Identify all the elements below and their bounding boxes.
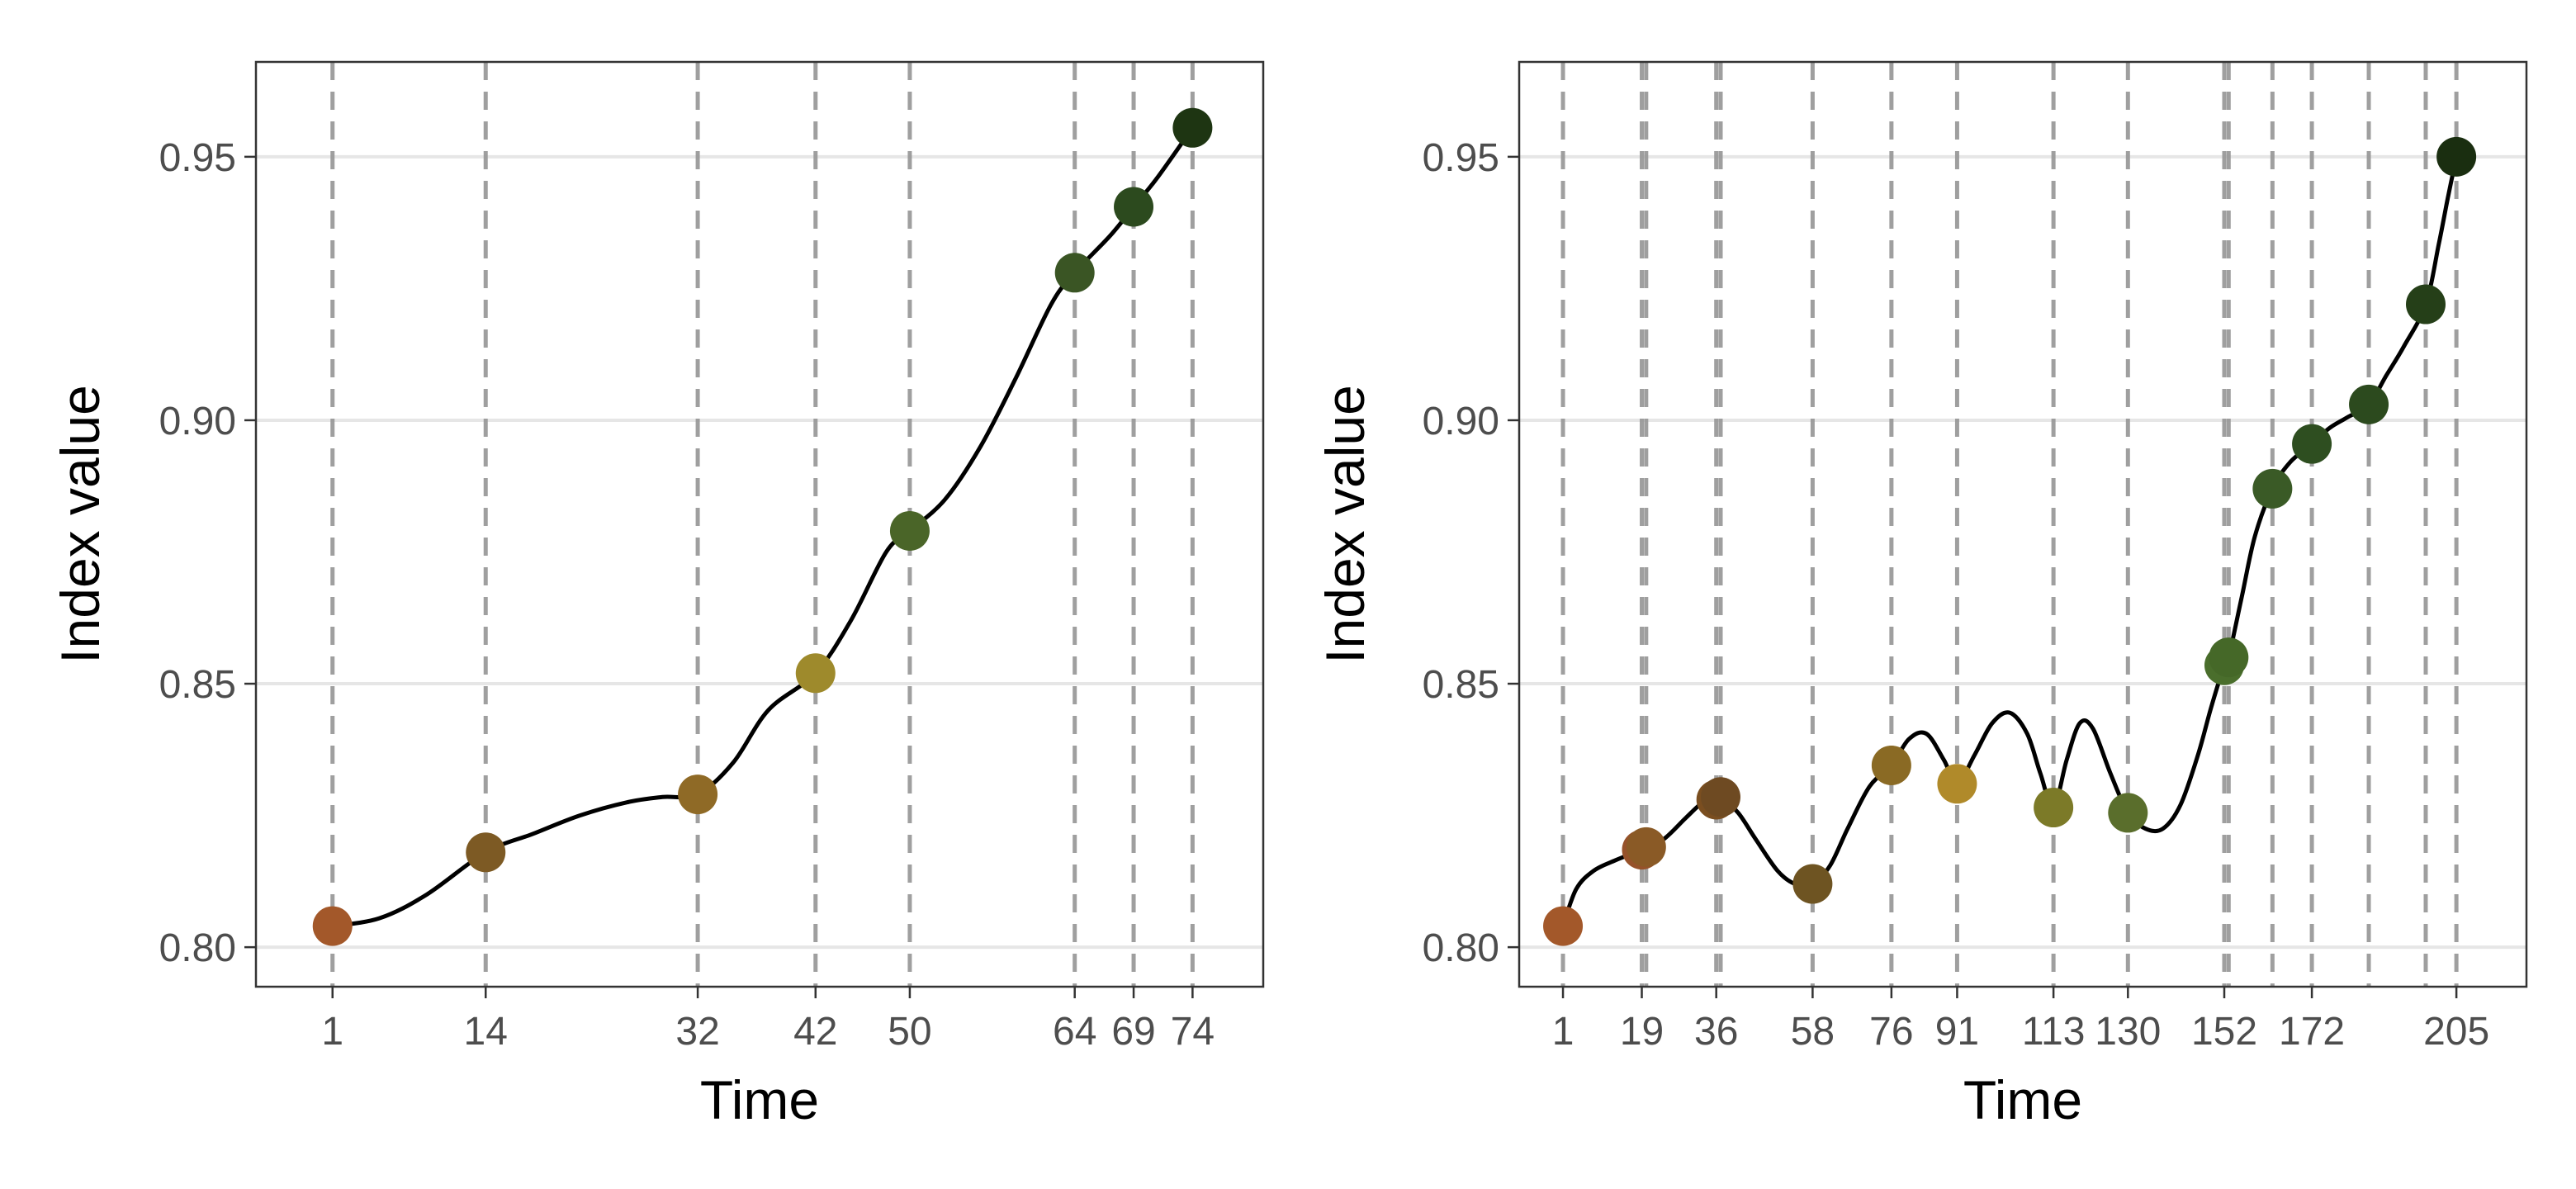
left-x-tick-label-7: 74 (1171, 1010, 1215, 1054)
left-x-tick-label-5: 64 (1053, 1010, 1096, 1054)
right-data-point-15 (2406, 284, 2446, 324)
right-x-tick-label-5: 91 (1935, 1010, 1979, 1054)
left-x-axis-title: Time (700, 1069, 819, 1130)
right-x-tick-label-3: 58 (1791, 1010, 1835, 1054)
right-x-tick-label-0: 1 (1552, 1010, 1574, 1054)
left-x-tick-label-6: 69 (1111, 1010, 1155, 1054)
left-x-tick-label-1: 14 (464, 1010, 508, 1054)
right-data-point-5 (1792, 864, 1833, 904)
right-y-tick-label-2: 0.90 (1423, 400, 1499, 443)
right-y-tick-label-0: 0.80 (1423, 926, 1499, 970)
left-y-tick-label-0: 0.80 (159, 926, 236, 970)
left-data-point-4 (889, 510, 930, 551)
right-x-tick-label-7: 130 (2095, 1010, 2161, 1054)
left-data-point-6 (1114, 187, 1154, 227)
right-y-tick-label-1: 0.85 (1423, 663, 1499, 707)
left-y-tick-label-1: 0.85 (159, 663, 236, 707)
left-data-points (312, 107, 1213, 946)
left-y-axis-title: Index value (50, 385, 111, 664)
left-y-axis-ticks: 0.80 0.85 0.90 0.95 (159, 136, 256, 970)
right-panel-background (1519, 62, 2526, 987)
right-x-tick-label-10: 205 (2423, 1010, 2489, 1054)
left-x-tick-label-0: 1 (321, 1010, 343, 1054)
right-data-point-16 (2436, 136, 2477, 177)
right-data-points (1543, 136, 2477, 946)
right-panel-border (1518, 60, 2528, 988)
right-y-axis-title: Index value (1314, 385, 1376, 664)
right-data-point-14 (2349, 384, 2389, 424)
right-data-point-12 (2252, 468, 2293, 509)
right-data-point-11 (2209, 637, 2249, 678)
right-y-axis-ticks: 0.80 0.85 0.90 0.95 (1423, 136, 1519, 970)
left-panel-background (256, 62, 1263, 987)
right-reference-lines (1560, 62, 2459, 987)
right-x-tick-label-1: 19 (1620, 1010, 1664, 1054)
left-data-point-3 (795, 653, 836, 694)
right-x-tick-label-4: 76 (1869, 1010, 1913, 1054)
left-data-point-7 (1172, 107, 1213, 148)
left-y-tick-label-3: 0.95 (159, 136, 236, 180)
right-data-point-6 (1871, 745, 1911, 785)
right-x-tick-label-2: 36 (1694, 1010, 1738, 1054)
right-x-axis-title: Time (1963, 1069, 2082, 1130)
left-panel-border (254, 60, 1265, 988)
right-y-tick-label-3: 0.95 (1423, 136, 1499, 180)
right-data-point-7 (1937, 764, 1977, 804)
left-data-point-5 (1054, 253, 1095, 293)
left-x-tick-label-4: 50 (888, 1010, 931, 1054)
left-data-point-0 (312, 906, 353, 946)
left-x-tick-label-3: 42 (793, 1010, 837, 1054)
left-data-point-1 (466, 832, 506, 873)
right-data-point-13 (2292, 424, 2332, 464)
left-y-tick-label-2: 0.90 (159, 400, 236, 443)
left-gridlines (256, 154, 1263, 950)
right-chart: Index value Time 0.80 0.85 0.90 0.95 1 19 36 58… (1314, 60, 2528, 1130)
left-data-point-2 (678, 775, 718, 815)
right-x-tick-label-6: 113 (2022, 1010, 2086, 1054)
right-x-axis-ticks: 1 19 36 58 76 91 113 130 152 172 205 (1552, 987, 2489, 1054)
right-data-point-9 (2108, 793, 2148, 833)
right-data-point-0 (1543, 906, 1584, 946)
left-x-tick-label-2: 32 (675, 1010, 719, 1054)
right-x-tick-label-8: 152 (2191, 1010, 2257, 1054)
right-x-tick-label-9: 172 (2279, 1010, 2345, 1054)
left-x-axis-ticks: 1 14 32 42 50 64 69 74 (321, 987, 1215, 1054)
right-data-point-8 (2034, 788, 2074, 828)
left-chart: Index value Time 0.80 0.85 0.90 0.95 1 14 32 42… (50, 60, 1265, 1130)
right-data-point-4 (1701, 777, 1740, 817)
right-data-point-2 (1626, 827, 1666, 867)
